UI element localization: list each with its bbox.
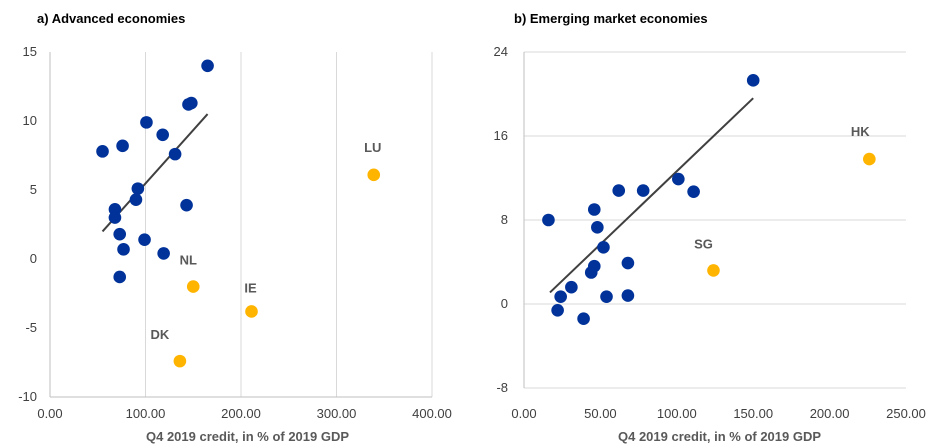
panel-a-point (185, 96, 198, 110)
panel-b-y-tick-label: -8 (496, 380, 508, 395)
panel-a-point (117, 243, 130, 256)
panel-b-x-tick-label: 50.00 (584, 406, 617, 421)
panel-b-point (621, 289, 635, 302)
panel-b-point (687, 185, 700, 198)
panel-a-point (156, 128, 169, 142)
panel-a-y-tick-label: -5 (25, 320, 37, 335)
panel-b-title: b) Emerging market economies (514, 11, 708, 26)
panel-a-point (113, 227, 127, 241)
panel-a-point (138, 233, 151, 246)
panel-a-point-label: DK (150, 327, 169, 342)
panel-b-point (551, 304, 564, 317)
panel-a-point (96, 145, 109, 158)
panel-b-y-tick-label: 8 (501, 212, 508, 227)
panel-b-x-tick-label: 200.00 (810, 406, 850, 421)
panel-b-y-tick-label: 16 (494, 128, 508, 143)
panel-b-x-tick-label: 0.00 (511, 406, 536, 421)
panel-b-y-tick-label: 0 (501, 296, 508, 311)
panel-a-outlier-point (186, 280, 200, 293)
panel-b-x-tick-label: 150.00 (733, 406, 773, 421)
panel-a-y-tick-label: -10 (18, 389, 37, 404)
panel-b-x-tick-label: 250.00 (886, 406, 926, 421)
panel-a-point (129, 193, 143, 206)
panel-b-trendline (549, 97, 754, 294)
panel-b-y-tick-label: 24 (494, 44, 508, 59)
panel-b-point-label: HK (851, 124, 870, 139)
panel-a-x-tick-label: 0.00 (37, 406, 62, 421)
panel-b-point (577, 312, 590, 326)
panel-a-point (131, 182, 145, 195)
panel-a-outlier-point (367, 168, 381, 182)
panel-b-point (600, 290, 613, 303)
panel-a-point (113, 270, 127, 284)
panel-b-x-tick-label: 100.00 (657, 406, 697, 421)
panel-a-outlier-point (245, 305, 258, 318)
panel-b-point-label: SG (694, 236, 713, 251)
panel-b-point (587, 259, 601, 273)
panel-a-y-tick-label: 5 (30, 182, 37, 197)
panel-b-point (554, 290, 567, 303)
panel-a-y-tick-label: 0 (30, 251, 37, 266)
panel-a-y-tick-label: 10 (23, 113, 37, 128)
panel-b-point (565, 280, 578, 294)
panel-a-x-tick-label: 400.00 (412, 406, 452, 421)
panel-a-x-tick-label: 200.00 (221, 406, 261, 421)
panel-b-point (636, 184, 650, 197)
panel-b-point (612, 184, 626, 197)
panel-a-x-axis-label: Q4 2019 credit, in % of 2019 GDP (146, 429, 349, 444)
panel-b-outlier-point (863, 152, 876, 166)
panel-a-point (108, 211, 122, 224)
panel-a-point (140, 116, 153, 129)
panel-a-point (116, 139, 129, 153)
panel-a-point (157, 247, 170, 260)
panel-a-title: a) Advanced economies (37, 11, 186, 26)
panel-b-point (587, 203, 601, 216)
panel-b-point (672, 172, 685, 186)
panel-a-y-tick-label: 15 (23, 44, 37, 59)
panel-a-x-tick-label: 300.00 (317, 406, 357, 421)
panel-b-point (621, 256, 635, 270)
panel-b-point (542, 213, 555, 227)
panel-a-point (168, 147, 182, 161)
panel-a-point (180, 198, 193, 212)
panel-a-point (201, 59, 214, 73)
panel-b-point (597, 241, 610, 254)
panel-a-point-label: IE (244, 280, 257, 295)
panel-b-point (591, 221, 604, 234)
panel-b-x-axis-label: Q4 2019 credit, in % of 2019 GDP (618, 429, 821, 444)
panel-a-outlier-point (173, 354, 187, 368)
panel-b-outlier-point (707, 264, 720, 277)
panel-a-x-tick-label: 100.00 (126, 406, 166, 421)
panel-a-point-label: LU (364, 140, 381, 155)
panel-b-point (746, 74, 760, 87)
panel-a-point-label: NL (180, 253, 197, 268)
